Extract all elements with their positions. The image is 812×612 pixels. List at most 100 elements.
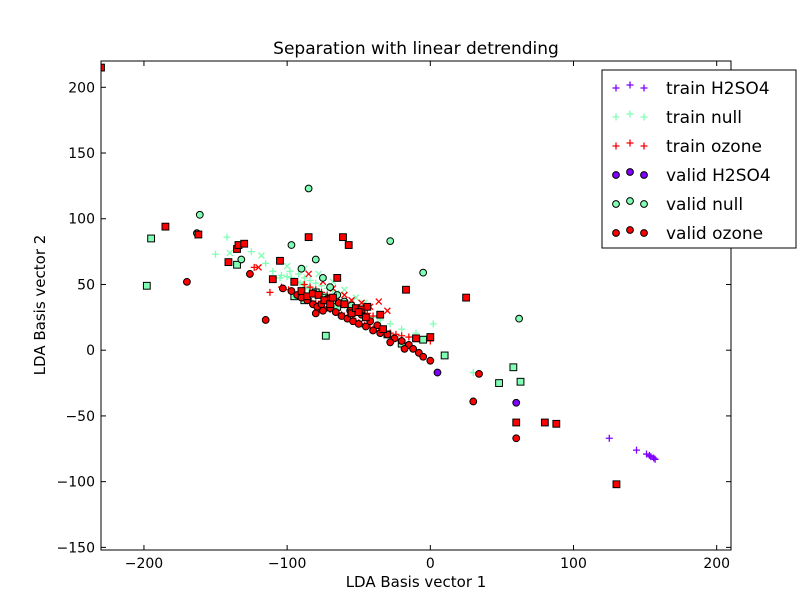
data-point [344, 241, 353, 249]
data-point [287, 241, 296, 249]
data-point [352, 294, 360, 302]
legend-label: valid null [666, 195, 743, 215]
data-point [268, 275, 277, 284]
data-point [333, 273, 342, 282]
legend-label: train null [666, 108, 742, 128]
legend-marker [626, 168, 634, 176]
data-point [426, 356, 435, 365]
plot-area [101, 63, 659, 489]
data-point [509, 363, 518, 372]
data-point [194, 230, 203, 239]
data-point [383, 307, 391, 315]
y-tick-label: 100 [68, 212, 95, 228]
data-point [361, 313, 370, 322]
legend-marker [626, 139, 634, 147]
data-point [469, 397, 478, 406]
data-point [605, 434, 613, 442]
legend-marker [640, 200, 648, 208]
data-point [283, 262, 291, 270]
data-point [354, 320, 363, 328]
data-point [278, 284, 287, 293]
data-point [516, 377, 525, 386]
data-point [515, 314, 523, 323]
data-point [262, 259, 270, 267]
data-point [250, 263, 258, 271]
data-point [320, 296, 329, 305]
data-point [311, 255, 320, 264]
y-tick-label: −100 [57, 475, 95, 491]
legend-marker [640, 171, 648, 179]
data-point [386, 237, 395, 245]
series-train-h2so4 [605, 434, 659, 463]
data-point [405, 333, 413, 341]
data-point [226, 249, 234, 257]
data-point [340, 291, 348, 299]
x-axis-ticks: −200 −100 0 100 200 [125, 61, 730, 572]
data-point [412, 334, 420, 343]
legend: train H2SO4 train null train ozone valid H2… [601, 69, 797, 249]
data-point [161, 222, 170, 231]
data-point [650, 454, 658, 462]
data-point [283, 273, 291, 281]
data-point [340, 300, 349, 309]
data-point [223, 233, 231, 241]
chart-title: Separation with linear detrending [273, 39, 559, 59]
data-point [304, 233, 313, 242]
legend-marker [612, 84, 620, 92]
data-point [540, 418, 549, 427]
data-point [147, 234, 156, 243]
data-point [269, 267, 277, 275]
data-point [475, 369, 483, 378]
data-point [321, 331, 330, 340]
legend-marker [612, 142, 620, 150]
data-point [261, 316, 270, 324]
data-point [512, 418, 521, 427]
legend-entry: train ozone [612, 137, 762, 157]
data-point [305, 270, 313, 278]
data-point [297, 264, 306, 273]
data-point [426, 333, 435, 341]
data-point [276, 274, 284, 282]
data-point [326, 300, 334, 309]
legend-entry: train H2SO4 [612, 79, 770, 99]
plot-frame [100, 60, 732, 551]
data-point [645, 451, 653, 459]
data-point [512, 398, 521, 407]
x-tick-label: 100 [560, 556, 587, 572]
data-point [376, 310, 385, 319]
x-tick-label: −200 [125, 556, 163, 572]
data-point [246, 270, 254, 278]
legend-label: train ozone [666, 137, 762, 157]
legend-marker [612, 200, 620, 208]
data-point [375, 298, 383, 306]
series-valid-ozone-sq [101, 63, 621, 489]
legend-marker [612, 171, 620, 179]
data-point [633, 446, 640, 454]
data-point [386, 338, 395, 347]
legend-marker [640, 113, 648, 121]
data-point [651, 455, 659, 463]
x-tick-label: 0 [426, 556, 435, 572]
data-point [339, 233, 347, 242]
data-point [429, 320, 437, 328]
data-point [363, 302, 372, 311]
legend-label: valid ozone [666, 224, 763, 244]
legend-marker [640, 84, 648, 92]
data-point [276, 256, 284, 265]
legend-entry: valid null [612, 195, 743, 215]
data-point [314, 291, 323, 299]
x-tick-label: 200 [703, 556, 730, 572]
series-train-null-x [226, 249, 368, 307]
legend-marker [640, 229, 648, 237]
legend-marker [626, 110, 634, 118]
legend-entry: valid ozone [612, 224, 763, 244]
data-point [257, 252, 265, 260]
legend-entry: valid H2SO4 [612, 166, 771, 186]
data-point [379, 325, 387, 334]
y-tick-label: −150 [57, 540, 95, 556]
x-axis-label: LDA Basis vector 1 [346, 573, 487, 591]
data-point [183, 277, 191, 286]
data-point [319, 306, 327, 315]
y-tick-label: 50 [77, 277, 95, 293]
data-point [440, 351, 449, 360]
